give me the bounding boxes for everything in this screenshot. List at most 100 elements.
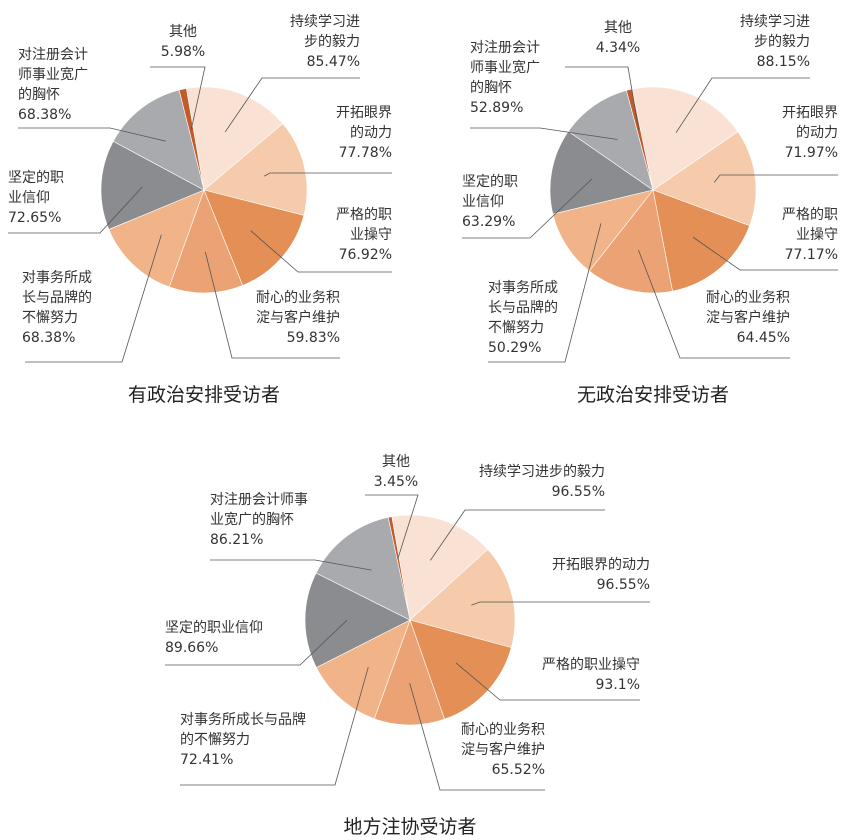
pie-slice [549, 130, 654, 215]
category-label: 其他 [382, 454, 410, 470]
pie-slice [409, 548, 516, 648]
category-label: 严格的职业操守 [782, 207, 838, 243]
value-label: 68.38% [22, 330, 76, 346]
value-label: 65.52% [491, 762, 545, 778]
pie-slice [409, 619, 512, 720]
pie-slice [108, 189, 205, 288]
value-label: 76.92% [338, 247, 392, 263]
slice-label: 持续学习进步的毅力 96.55% [479, 462, 605, 502]
value-label: 86.21% [210, 532, 264, 548]
category-label: 耐心的业务积淀与客户维护 [706, 290, 790, 326]
slice-label: 其他 4.34% [590, 18, 646, 58]
category-label: 开拓眼界的动力 [782, 105, 838, 141]
pie-slice [373, 619, 445, 726]
pie-slice [631, 86, 739, 191]
category-label: 坚定的职业信仰 [462, 174, 518, 210]
slice-label: 开拓眼界的动力 96.55% [552, 555, 650, 595]
leader-line [25, 234, 162, 363]
leader-line [204, 251, 340, 359]
category-label: 耐心的业务积淀与客户维护 [461, 722, 545, 758]
value-label: 4.34% [595, 40, 641, 56]
category-label: 对事务所成长与品牌的不懈努力 [488, 280, 558, 336]
chart-title: 有政治安排受访者 [127, 384, 280, 406]
category-label: 开拓眼界的动力 [336, 105, 392, 141]
category-label: 耐心的业务积淀与客户维护 [256, 290, 340, 326]
category-label: 持续学习进步的毅力 [290, 14, 360, 50]
pie-slice [186, 86, 284, 191]
pie-slice [168, 189, 244, 294]
category-label: 开拓眼界的动力 [552, 557, 650, 573]
category-label: 对事务所成长与品牌的不懈努力 [22, 270, 92, 326]
pie-slice [112, 89, 205, 191]
leader-line [250, 230, 392, 273]
slice-label: 开拓眼界的动力 77.78% [336, 103, 392, 163]
leader-line [488, 223, 602, 363]
leader-line [165, 619, 348, 666]
slice-label: 严格的职业操守 76.92% [336, 205, 392, 265]
leader-line [18, 127, 167, 142]
slice-label: 坚定的职业信仰 63.29% [462, 172, 518, 232]
category-label: 坚定的职业信仰 [8, 170, 64, 206]
pie-slice [203, 123, 308, 216]
slice-label: 耐心的业务积淀与客户维护 65.52% [461, 720, 545, 780]
value-label: 85.47% [306, 54, 360, 70]
leader-line [462, 178, 593, 239]
leader-line [8, 186, 143, 234]
leader-line [638, 249, 790, 359]
slice-label: 对事务所成长与品牌的不懈努力 72.41% [180, 710, 306, 770]
leader-line [180, 667, 369, 786]
leader-line [471, 601, 650, 606]
category-label: 对注册会计师事业宽广的胸怀 [18, 47, 88, 103]
category-label: 严格的职业操守 [542, 657, 640, 673]
slice-label: 耐心的业务积淀与客户维护 64.45% [706, 288, 790, 348]
category-label: 对事务所成长与品牌的不懈努力 [180, 712, 306, 748]
slice-label: 对事务所成长与品牌的不懈努力 68.38% [22, 268, 92, 348]
slice-label: 开拓眼界的动力 71.97% [782, 103, 838, 163]
slice-label: 对事务所成长与品牌的不懈努力 50.29% [488, 278, 558, 358]
leader-line [430, 509, 605, 561]
leader-line [365, 494, 419, 559]
leader-line [455, 662, 640, 701]
chart-title: 无政治安排受访者 [576, 384, 729, 406]
pie-slice [652, 189, 750, 292]
pie-slice [304, 572, 411, 668]
category-label: 持续学习进步的毅力 [740, 14, 810, 50]
value-label: 64.45% [736, 330, 790, 346]
leader-line [470, 127, 618, 140]
slice-label: 坚定的职业信仰 72.65% [8, 168, 64, 228]
slice-label: 对注册会计师事业宽广的胸怀 68.38% [18, 45, 88, 125]
value-label: 93.1% [595, 677, 640, 693]
pie-slice [652, 131, 757, 227]
value-label: 72.41% [180, 752, 234, 768]
slice-label: 对注册会计师事业宽广的胸怀 52.89% [470, 38, 540, 118]
value-label: 68.38% [18, 107, 72, 123]
slice-label: 其他 5.98% [155, 22, 211, 62]
value-label: 52.89% [470, 100, 524, 116]
value-label: 88.15% [756, 54, 810, 70]
leader-line [409, 682, 545, 791]
leader-line [150, 66, 206, 130]
category-label: 严格的职业操守 [336, 207, 392, 243]
category-label: 其他 [169, 24, 197, 40]
value-label: 77.78% [338, 145, 392, 161]
leader-line [224, 77, 360, 133]
leader-line [264, 172, 392, 177]
slice-label: 持续学习进步的毅力 85.47% [290, 12, 360, 72]
leader-line [565, 66, 640, 130]
category-label: 对注册会计师事业宽广的胸怀 [470, 40, 540, 96]
pie-slice [315, 619, 411, 720]
category-label: 持续学习进步的毅力 [479, 464, 605, 480]
value-label: 5.98% [160, 44, 206, 60]
value-label: 59.83% [286, 330, 340, 346]
slice-label: 耐心的业务积淀与客户维护 59.83% [256, 288, 340, 348]
pie-slice [567, 90, 654, 191]
category-label: 对注册会计师事业宽广的胸怀 [210, 492, 308, 528]
slice-label: 持续学习进步的毅力 88.15% [740, 12, 810, 72]
leader-line [675, 77, 810, 133]
slice-label: 其他 3.45% [368, 452, 424, 492]
slice-label: 严格的职业操守 77.17% [782, 205, 838, 265]
value-label: 96.55% [551, 484, 605, 500]
category-label: 坚定的职业信仰 [165, 620, 263, 636]
